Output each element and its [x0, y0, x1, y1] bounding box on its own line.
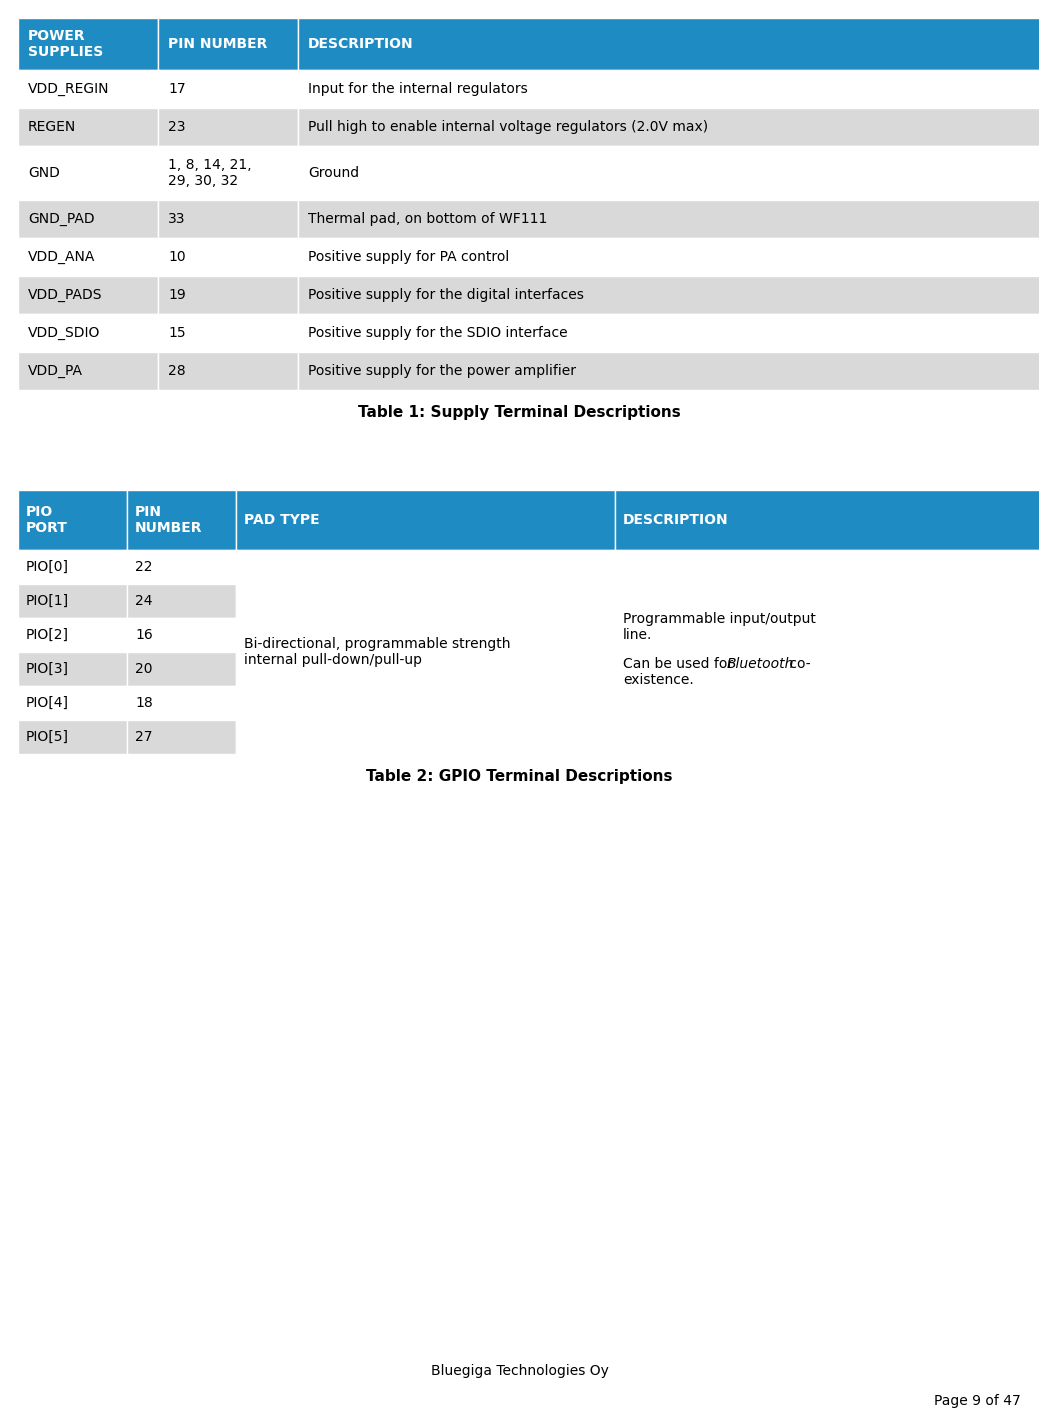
Bar [615, 551, 1039, 754]
Text: PIO[5]: PIO[5] [26, 730, 69, 744]
Text: Bi-directional, programmable strength
internal pull-down/pull-up: Bi-directional, programmable strength in… [244, 638, 510, 667]
Text: VDD_REGIN: VDD_REGIN [28, 83, 109, 95]
Bar [18, 70, 158, 108]
Text: Ground: Ground [308, 166, 359, 179]
Text: 28: 28 [168, 364, 186, 379]
Text: 23: 23 [168, 120, 186, 134]
Bar [615, 490, 1039, 551]
Text: PIO[2]: PIO[2] [26, 628, 69, 642]
Text: PIO[4]: PIO[4] [26, 696, 69, 710]
Text: VDD_ANA: VDD_ANA [28, 250, 96, 265]
Text: GND_PAD: GND_PAD [28, 212, 95, 226]
Bar [298, 314, 1039, 351]
Bar [298, 201, 1039, 238]
Text: Positive supply for the digital interfaces: Positive supply for the digital interfac… [308, 287, 584, 302]
Bar [127, 618, 236, 652]
Text: GND: GND [28, 166, 60, 179]
Bar [18, 720, 127, 754]
Bar [18, 18, 158, 70]
Bar [158, 238, 298, 276]
Bar [298, 70, 1039, 108]
Bar [18, 652, 127, 686]
Text: Input for the internal regulators: Input for the internal regulators [308, 83, 528, 95]
Text: PIO[3]: PIO[3] [26, 662, 69, 676]
Bar [127, 551, 236, 583]
Bar [18, 238, 158, 276]
Text: VDD_SDIO: VDD_SDIO [28, 326, 101, 340]
Text: Bluetooth: Bluetooth [727, 657, 795, 670]
Bar [127, 720, 236, 754]
Text: Positive supply for PA control: Positive supply for PA control [308, 250, 509, 265]
Bar [158, 201, 298, 238]
Bar [18, 686, 127, 720]
Text: Positive supply for the power amplifier: Positive supply for the power amplifier [308, 364, 576, 379]
Text: Page 9 of 47: Page 9 of 47 [934, 1395, 1021, 1407]
Text: Table 1: Supply Terminal Descriptions: Table 1: Supply Terminal Descriptions [358, 404, 681, 420]
Bar [158, 70, 298, 108]
Bar [236, 490, 615, 551]
Text: Table 2: GPIO Terminal Descriptions: Table 2: GPIO Terminal Descriptions [367, 768, 672, 784]
Bar [158, 147, 298, 201]
Bar [127, 490, 236, 551]
Text: existence.: existence. [623, 673, 694, 687]
Text: 15: 15 [168, 326, 186, 340]
Text: co-: co- [785, 657, 810, 670]
Bar [18, 314, 158, 351]
Bar [18, 490, 127, 551]
Bar [298, 238, 1039, 276]
Bar [298, 108, 1039, 147]
Bar [158, 314, 298, 351]
Text: DESCRIPTION: DESCRIPTION [308, 37, 414, 51]
Bar [18, 583, 127, 618]
Text: Positive supply for the SDIO interface: Positive supply for the SDIO interface [308, 326, 567, 340]
Text: VDD_PA: VDD_PA [28, 364, 83, 379]
Text: 17: 17 [168, 83, 186, 95]
Text: PIN
NUMBER: PIN NUMBER [135, 505, 203, 535]
Text: Pull high to enable internal voltage regulators (2.0V max): Pull high to enable internal voltage reg… [308, 120, 709, 134]
Text: DESCRIPTION: DESCRIPTION [623, 514, 728, 527]
Bar [298, 276, 1039, 314]
Text: PIO[1]: PIO[1] [26, 593, 70, 608]
Bar [298, 351, 1039, 390]
Text: 22: 22 [135, 561, 153, 573]
Bar [298, 147, 1039, 201]
Text: VDD_PADS: VDD_PADS [28, 287, 103, 302]
Text: PAD TYPE: PAD TYPE [244, 514, 320, 527]
Bar [127, 583, 236, 618]
Bar [158, 351, 298, 390]
Text: 27: 27 [135, 730, 153, 744]
Bar [158, 18, 298, 70]
Bar [298, 18, 1039, 70]
Bar [18, 618, 127, 652]
Text: line.: line. [623, 628, 652, 642]
Text: REGEN: REGEN [28, 120, 76, 134]
Bar [158, 276, 298, 314]
Text: 20: 20 [135, 662, 153, 676]
Bar [18, 201, 158, 238]
Text: 33: 33 [168, 212, 186, 226]
Bar [18, 108, 158, 147]
Bar [18, 276, 158, 314]
Text: Can be used for: Can be used for [623, 657, 738, 670]
Bar [158, 108, 298, 147]
Text: Thermal pad, on bottom of WF111: Thermal pad, on bottom of WF111 [308, 212, 548, 226]
Text: PIN NUMBER: PIN NUMBER [168, 37, 267, 51]
Bar [127, 686, 236, 720]
Text: 18: 18 [135, 696, 153, 710]
Text: 16: 16 [135, 628, 153, 642]
Text: Programmable input/output: Programmable input/output [623, 612, 816, 626]
Text: 19: 19 [168, 287, 186, 302]
Text: 1, 8, 14, 21,
29, 30, 32: 1, 8, 14, 21, 29, 30, 32 [168, 158, 251, 188]
Text: PIO[0]: PIO[0] [26, 561, 69, 573]
Text: PIO
PORT: PIO PORT [26, 505, 68, 535]
Text: 24: 24 [135, 593, 153, 608]
Text: Bluegiga Technologies Oy: Bluegiga Technologies Oy [430, 1365, 609, 1377]
Bar [18, 351, 158, 390]
Bar [236, 551, 615, 754]
Bar [18, 147, 158, 201]
Bar [18, 551, 127, 583]
Text: 10: 10 [168, 250, 186, 265]
Bar [127, 652, 236, 686]
Text: POWER
SUPPLIES: POWER SUPPLIES [28, 28, 103, 60]
